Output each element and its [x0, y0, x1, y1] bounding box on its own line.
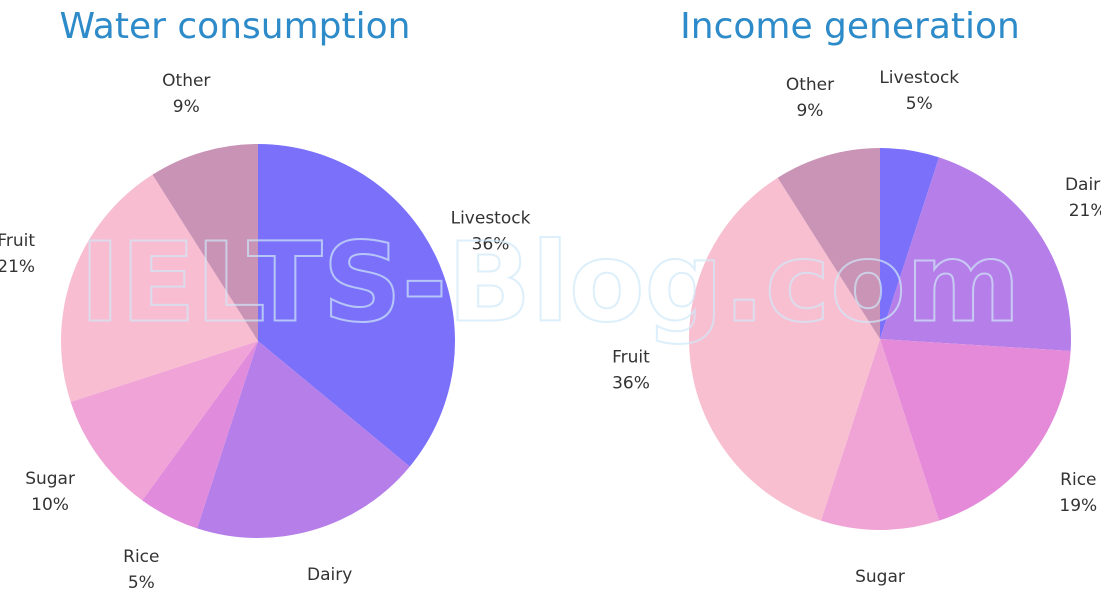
slice-label: Sugar [25, 469, 75, 489]
pie-slice [880, 157, 1071, 351]
pie-slice [689, 177, 880, 521]
pie-slice [70, 341, 258, 501]
slice-label: Fruit [0, 231, 35, 251]
slice-label: Livestock [879, 68, 959, 88]
slice-value-label: 9% [173, 97, 200, 117]
pie-slice [197, 341, 410, 538]
slice-value-label: 36% [472, 235, 510, 255]
pie-slice [60, 174, 258, 402]
slice-label: Dairy [1065, 175, 1101, 195]
slice-label: Livestock [451, 209, 531, 229]
slice-value-label: 36% [612, 373, 650, 393]
pie-slice [880, 148, 940, 339]
slice-label: Fruit [612, 347, 650, 367]
pie-slice [777, 148, 880, 339]
slice-label: Sugar [855, 567, 905, 587]
pie-slice [142, 341, 258, 529]
slice-value-label: 21% [0, 257, 35, 277]
pie-slice [152, 144, 258, 341]
slice-value-label: 19% [311, 591, 349, 592]
pie-slice [258, 144, 455, 467]
watermark: IELTS-Blog.com [80, 218, 1021, 346]
slice-value-label: 21% [1069, 201, 1101, 221]
slice-label: Rice [1060, 470, 1096, 490]
chart-title: Income generation [680, 6, 1020, 47]
chart-title: Water consumption [60, 6, 411, 47]
slice-value-label: 9% [796, 101, 823, 121]
slice-value-label: 5% [906, 94, 933, 114]
slice-label: Dairy [307, 565, 352, 585]
slice-label: Rice [123, 547, 159, 567]
slice-value-label: 5% [128, 573, 155, 592]
pie-slice [820, 339, 940, 530]
slice-label: Other [786, 75, 834, 95]
slice-value-label: 10% [31, 495, 69, 515]
slice-value-label: 19% [1059, 496, 1097, 516]
slice-label: Other [162, 71, 210, 91]
pie-slice [880, 339, 1071, 521]
